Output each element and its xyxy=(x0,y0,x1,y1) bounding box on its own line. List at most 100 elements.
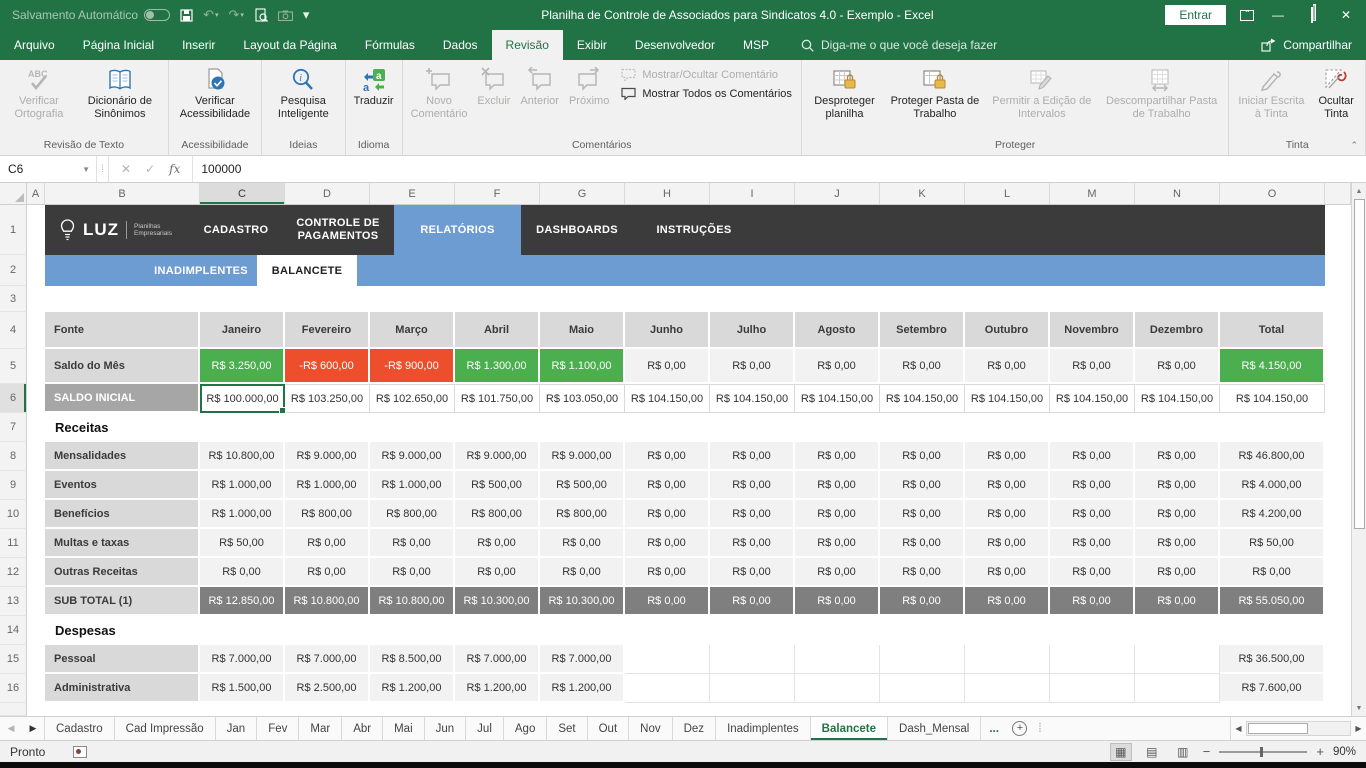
cell-C12[interactable]: R$ 0,00 xyxy=(200,558,285,587)
cell-I11[interactable]: R$ 0,00 xyxy=(710,529,795,558)
column-header-D[interactable]: D xyxy=(285,183,370,204)
cell-M12[interactable]: R$ 0,00 xyxy=(1050,558,1135,587)
cell-L10[interactable]: R$ 0,00 xyxy=(965,500,1050,529)
menu-tab-desenvolvedor[interactable]: Desenvolvedor xyxy=(634,38,715,52)
thesaurus-button[interactable]: Dicionário de Sinônimos xyxy=(75,62,165,120)
row-header-16[interactable]: 16 xyxy=(0,674,27,703)
cell-E5[interactable]: -R$ 900,00 xyxy=(370,349,455,384)
column-header-B[interactable]: B xyxy=(45,183,200,204)
cell-G8[interactable]: R$ 9.000,00 xyxy=(540,442,625,471)
cell-O12[interactable]: R$ 0,00 xyxy=(1220,558,1325,587)
cell-I8[interactable]: R$ 0,00 xyxy=(710,442,795,471)
cell-H15[interactable] xyxy=(625,645,710,674)
cell-A2[interactable] xyxy=(27,255,45,286)
cell-H9[interactable]: R$ 0,00 xyxy=(625,471,710,500)
table-header-janeiro[interactable]: Janeiro xyxy=(200,312,285,349)
cell-partial-13[interactable] xyxy=(1325,587,1351,616)
hide-ink-button[interactable]: Ocultar Tinta xyxy=(1310,62,1362,120)
protect-workbook-button[interactable]: Proteger Pasta de Trabalho xyxy=(884,62,986,120)
zoom-level[interactable]: 90% xyxy=(1332,745,1356,758)
row-label-cell-B6[interactable]: SALDO INICIAL xyxy=(45,384,200,413)
cell-G16[interactable]: R$ 1.200,00 xyxy=(540,674,625,703)
sheet-tab-jan[interactable]: Jan xyxy=(216,717,258,740)
cell-D6[interactable]: R$ 103.250,00 xyxy=(285,384,370,413)
cell-E6[interactable]: R$ 102.650,00 xyxy=(370,384,455,413)
menu-tab-inserir[interactable]: Inserir xyxy=(182,38,216,52)
row-header-8[interactable]: 8 xyxy=(0,442,27,471)
cell-O16[interactable]: R$ 7.600,00 xyxy=(1220,674,1325,703)
menu-tab-dados[interactable]: Dados xyxy=(442,38,478,52)
column-header-G[interactable]: G xyxy=(540,183,625,204)
cell-I10[interactable]: R$ 0,00 xyxy=(710,500,795,529)
cell-E8[interactable]: R$ 9.000,00 xyxy=(370,442,455,471)
cell-N5[interactable]: R$ 0,00 xyxy=(1135,349,1220,384)
row-header-5[interactable]: 5 xyxy=(0,349,27,384)
scroll-up-arrow[interactable]: ▲ xyxy=(1355,187,1363,195)
cell-A10[interactable] xyxy=(27,500,45,529)
column-header-H[interactable]: H xyxy=(625,183,710,204)
cell-J13[interactable]: R$ 0,00 xyxy=(795,587,880,616)
cell-E10[interactable]: R$ 800,00 xyxy=(370,500,455,529)
cell-A7[interactable] xyxy=(27,413,45,442)
name-box[interactable]: C6 ▼ xyxy=(0,156,96,182)
cell-J16[interactable] xyxy=(795,674,880,703)
cell-partial-5[interactable] xyxy=(1325,349,1351,384)
column-header-O[interactable]: O xyxy=(1220,183,1325,204)
macro-record-icon[interactable] xyxy=(73,745,88,758)
column-header-C[interactable]: C xyxy=(200,183,285,204)
cell-O5[interactable]: R$ 4.150,00 xyxy=(1220,349,1325,384)
cell-L13[interactable]: R$ 0,00 xyxy=(965,587,1050,616)
cell-K8[interactable]: R$ 0,00 xyxy=(880,442,965,471)
cell-A3[interactable] xyxy=(27,286,45,312)
cell-D11[interactable]: R$ 0,00 xyxy=(285,529,370,558)
cell-M15[interactable] xyxy=(1050,645,1135,674)
cell-partial-3[interactable] xyxy=(1325,286,1351,312)
cell-E16[interactable]: R$ 1.200,00 xyxy=(370,674,455,703)
cell-A8[interactable] xyxy=(27,442,45,471)
sheet-tab-dash_mensal[interactable]: Dash_Mensal xyxy=(888,717,982,740)
cell-I9[interactable]: R$ 0,00 xyxy=(710,471,795,500)
cell-E12[interactable]: R$ 0,00 xyxy=(370,558,455,587)
cell-J15[interactable] xyxy=(795,645,880,674)
cell-J6[interactable]: R$ 104.150,00 xyxy=(795,384,880,413)
cell-L12[interactable]: R$ 0,00 xyxy=(965,558,1050,587)
share-button[interactable]: Compartilhar xyxy=(1261,30,1366,60)
row-label-cell-B12[interactable]: Outras Receitas xyxy=(45,558,200,587)
sheet-tab-dez[interactable]: Dez xyxy=(673,717,717,740)
cell-F5[interactable]: R$ 1.300,00 xyxy=(455,349,540,384)
cell-partial-12[interactable] xyxy=(1325,558,1351,587)
section-title-despesas[interactable]: Despesas xyxy=(55,623,116,638)
cell-L5[interactable]: R$ 0,00 xyxy=(965,349,1050,384)
cell-F9[interactable]: R$ 500,00 xyxy=(455,471,540,500)
sheet-nav-left[interactable]: ◀ xyxy=(7,723,15,733)
cell-D5[interactable]: -R$ 600,00 xyxy=(285,349,370,384)
cell-F16[interactable]: R$ 1.200,00 xyxy=(455,674,540,703)
cell-D8[interactable]: R$ 9.000,00 xyxy=(285,442,370,471)
scroll-down-arrow[interactable]: ▼ xyxy=(1355,704,1363,712)
cell-partial-6[interactable] xyxy=(1325,384,1351,413)
row-header-1[interactable]: 1 xyxy=(0,205,27,255)
cell-M10[interactable]: R$ 0,00 xyxy=(1050,500,1135,529)
cell-A6[interactable] xyxy=(27,384,45,413)
cell-O13[interactable]: R$ 55.050,00 xyxy=(1220,587,1325,616)
cell-K12[interactable]: R$ 0,00 xyxy=(880,558,965,587)
row-label-cell-B10[interactable]: Benefícios xyxy=(45,500,200,529)
cell-C6[interactable]: R$ 100.000,00 xyxy=(200,384,286,414)
cell-K10[interactable]: R$ 0,00 xyxy=(880,500,965,529)
cell-partial-4[interactable] xyxy=(1325,312,1351,349)
ribbon-display-options-button[interactable] xyxy=(1240,9,1254,21)
table-header-abril[interactable]: Abril xyxy=(455,312,540,349)
cell-H12[interactable]: R$ 0,00 xyxy=(625,558,710,587)
cell-D15[interactable]: R$ 7.000,00 xyxy=(285,645,370,674)
row-label-cell-B11[interactable]: Multas e taxas xyxy=(45,529,200,558)
cell-D9[interactable]: R$ 1.000,00 xyxy=(285,471,370,500)
cell-J10[interactable]: R$ 0,00 xyxy=(795,500,880,529)
cell-L16[interactable] xyxy=(965,674,1050,703)
cell-G15[interactable]: R$ 7.000,00 xyxy=(540,645,625,674)
scroll-left-arrow[interactable]: ◀ xyxy=(1235,724,1242,733)
row-header-10[interactable]: 10 xyxy=(0,500,27,529)
sheet-tab-nov[interactable]: Nov xyxy=(629,717,673,740)
sheet-tab-abr[interactable]: Abr xyxy=(342,717,384,740)
sheet-tab-cadastro[interactable]: Cadastro xyxy=(44,717,115,740)
row-label-cell-B15[interactable]: Pessoal xyxy=(45,645,200,674)
